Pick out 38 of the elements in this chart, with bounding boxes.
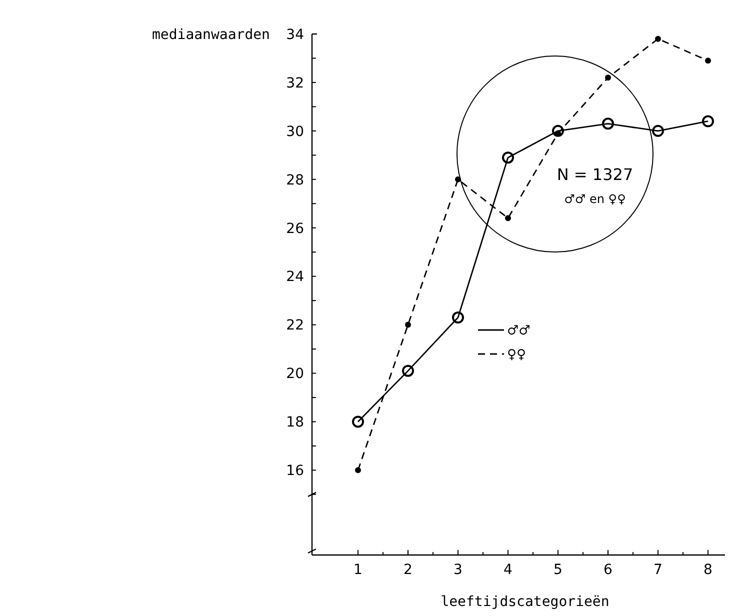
legend-label: ♂♂	[507, 324, 530, 339]
x-tick-label: 8	[704, 562, 712, 578]
point	[705, 58, 711, 64]
legend-label: ♀♀	[507, 348, 526, 363]
x-tick-label: 1	[354, 562, 362, 578]
point	[652, 124, 664, 137]
point	[605, 74, 611, 81]
y-tick-label: 24	[286, 269, 304, 286]
y-tick-label: 20	[286, 366, 304, 382]
x-tick-label: 3	[454, 562, 462, 578]
point	[655, 36, 661, 42]
annotation: N = 1327	[556, 165, 634, 184]
y-tick-label: 28	[286, 172, 304, 188]
x-tick-label: 6	[604, 562, 613, 578]
point	[552, 124, 564, 137]
y-tick-label: 18	[286, 414, 304, 431]
y-axis-title: mediaanwaarden	[152, 27, 270, 43]
y-tick-label: 16	[286, 463, 304, 480]
point	[452, 312, 464, 324]
x-axis-title: leeftijdscategorieën	[440, 594, 610, 610]
annotation: ♂♂ en ♀♀	[564, 192, 626, 206]
y-tick-label: 22	[286, 318, 304, 334]
point	[502, 152, 514, 164]
point	[402, 364, 414, 377]
y-tick-label: 32	[286, 75, 304, 92]
point	[702, 115, 714, 128]
y-tick-label: 30	[286, 124, 304, 140]
point	[355, 467, 361, 474]
y-tick-label: 26	[286, 220, 304, 237]
x-tick-label: 5	[554, 562, 562, 578]
point	[405, 322, 411, 328]
point	[352, 416, 364, 428]
point	[505, 215, 511, 222]
x-tick-label: 2	[404, 562, 412, 578]
point	[602, 118, 614, 130]
y-tick-label: 34	[286, 26, 304, 43]
x-tick-label: 4	[504, 562, 513, 578]
x-tick-label: 7	[654, 562, 662, 578]
